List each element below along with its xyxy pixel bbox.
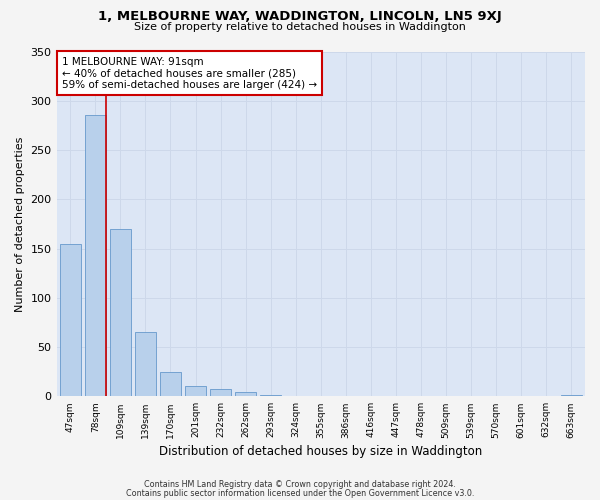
Bar xyxy=(59,244,81,396)
Bar xyxy=(210,390,231,396)
Text: Contains public sector information licensed under the Open Government Licence v3: Contains public sector information licen… xyxy=(126,488,474,498)
Text: Size of property relative to detached houses in Waddington: Size of property relative to detached ho… xyxy=(134,22,466,32)
Bar xyxy=(235,392,256,396)
Bar xyxy=(135,332,156,396)
Text: 1 MELBOURNE WAY: 91sqm
← 40% of detached houses are smaller (285)
59% of semi-de: 1 MELBOURNE WAY: 91sqm ← 40% of detached… xyxy=(62,56,317,90)
Bar xyxy=(85,114,106,396)
Y-axis label: Number of detached properties: Number of detached properties xyxy=(15,136,25,312)
Text: 1, MELBOURNE WAY, WADDINGTON, LINCOLN, LN5 9XJ: 1, MELBOURNE WAY, WADDINGTON, LINCOLN, L… xyxy=(98,10,502,23)
Text: Contains HM Land Registry data © Crown copyright and database right 2024.: Contains HM Land Registry data © Crown c… xyxy=(144,480,456,489)
Bar xyxy=(185,386,206,396)
X-axis label: Distribution of detached houses by size in Waddington: Distribution of detached houses by size … xyxy=(159,444,482,458)
Bar xyxy=(160,372,181,396)
Bar xyxy=(110,229,131,396)
